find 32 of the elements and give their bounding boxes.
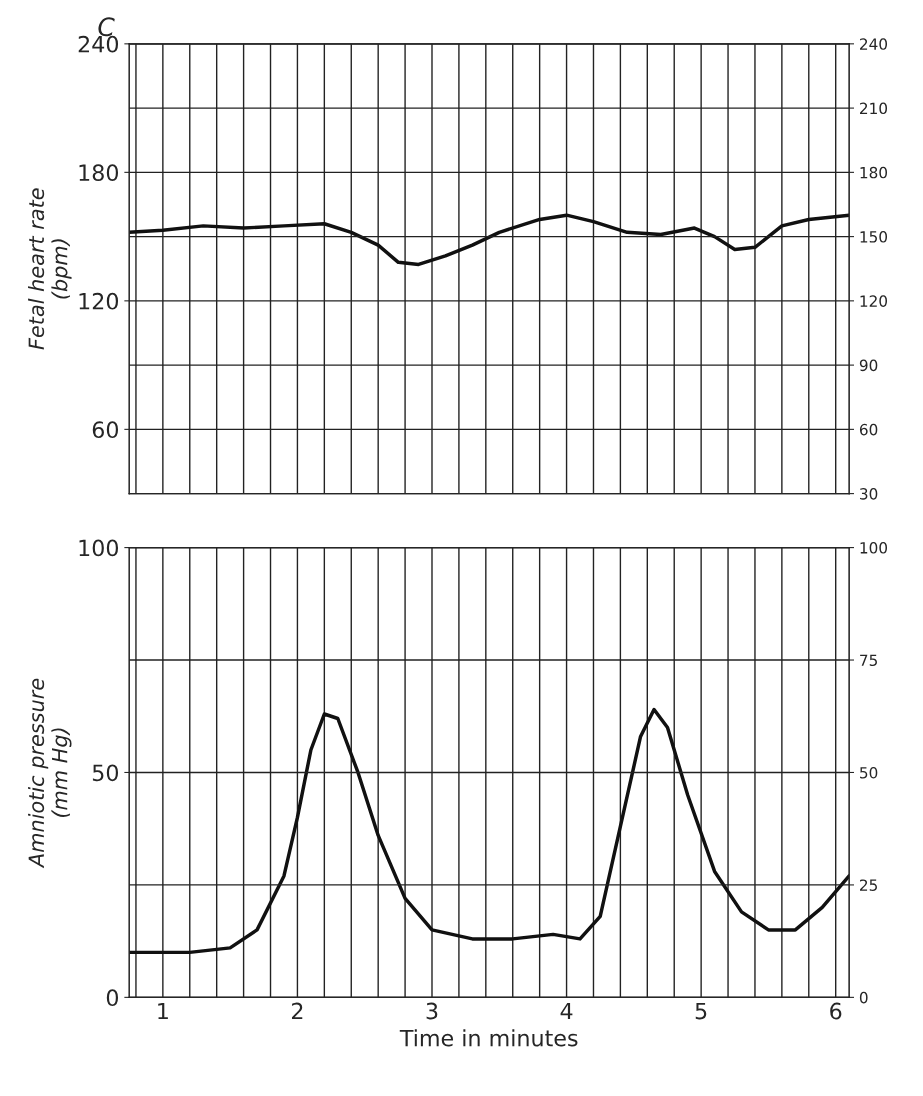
y-axis-title: Fetal heart rate (bpm)	[28, 188, 72, 350]
y-tick-label: 50	[92, 764, 119, 782]
y2-tick-label: 150	[860, 231, 888, 243]
x-tick-label: 4	[560, 1002, 573, 1020]
y-tick-label: 100	[79, 539, 119, 557]
y-tick-label: 120	[79, 292, 119, 310]
y2-tick-label: 25	[860, 879, 877, 891]
x-tick-label: 3	[426, 1002, 438, 1020]
x-tick-label: 1	[158, 1002, 168, 1020]
y2-tick-label: 60	[859, 423, 878, 436]
y2-tick-label: 100	[860, 542, 888, 554]
y-tick-label: 240	[78, 35, 119, 53]
y-tick-label: 180	[79, 164, 119, 182]
y2-tick-label: 75	[860, 654, 877, 667]
y2-tick-label: 120	[860, 295, 888, 307]
text: C	[98, 17, 115, 37]
y2-tick-label: 50	[860, 766, 878, 779]
y-tick-label: 0	[106, 989, 119, 1007]
x-axis-title: Time in minutes	[399, 1029, 578, 1047]
y2-tick-label: 30	[860, 488, 878, 500]
line-series	[129, 707, 850, 955]
y-tick-label: 60	[92, 421, 119, 439]
y-axis-title: Amniotic pressure (mm Hg)	[28, 678, 72, 869]
x-tick-label: 6	[830, 1002, 842, 1020]
y2-tick-label: 240	[860, 38, 888, 50]
line-series	[129, 213, 850, 267]
y2-tick-label: 0	[859, 991, 868, 1004]
x-tick-label: 5	[695, 1002, 707, 1020]
y2-tick-label: 210	[860, 102, 888, 115]
y2-tick-label: 90	[859, 359, 878, 372]
y2-tick-label: 180	[860, 166, 888, 179]
x-tick-label: 2	[291, 1002, 303, 1020]
